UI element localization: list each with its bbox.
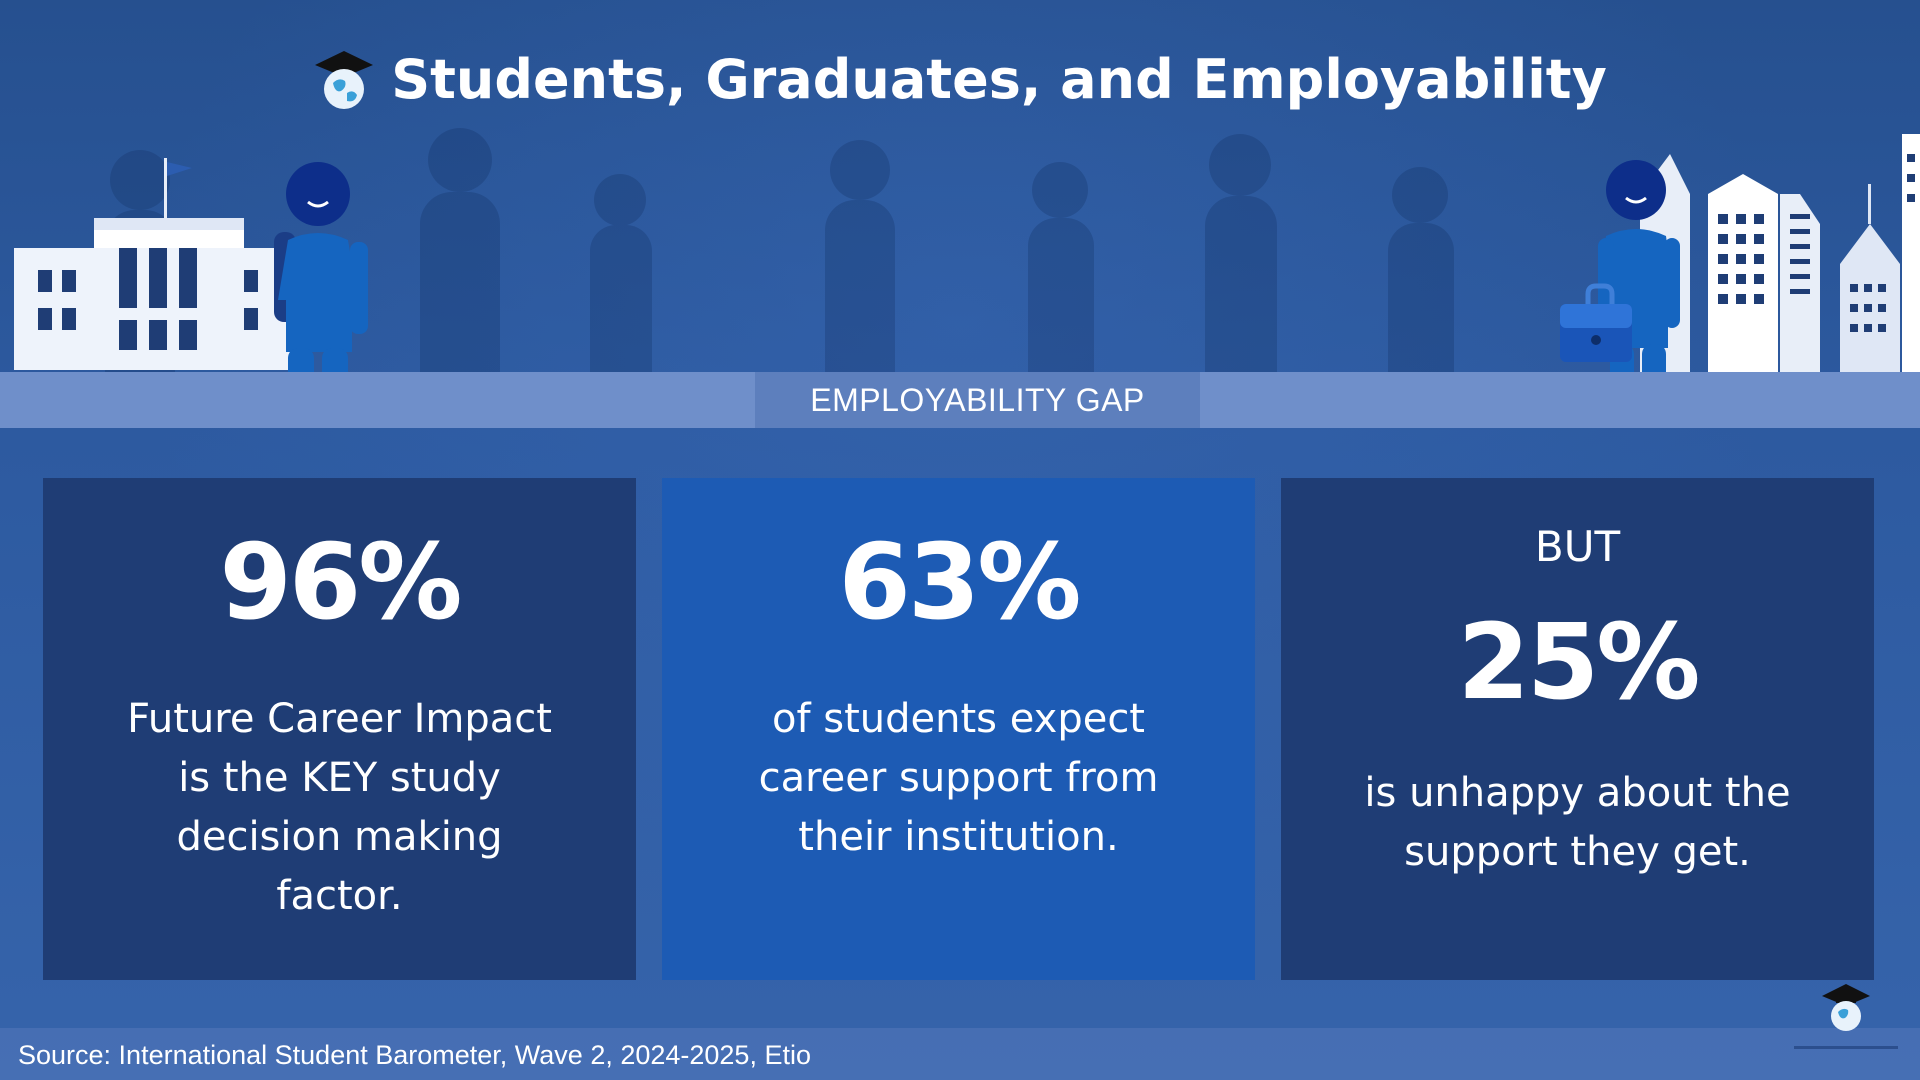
stat-card-career-support: 63% of students expect career support fr… xyxy=(662,478,1255,980)
stat-description-line: of students expect xyxy=(772,696,1145,742)
stat-description: Future Career Impact is the KEY study de… xyxy=(80,690,600,926)
footer-bar xyxy=(0,1028,1920,1080)
stat-card-career-impact: 96% Future Career Impact is the KEY stud… xyxy=(43,478,636,980)
stat-description: of students expect career support from t… xyxy=(699,690,1219,867)
stat-description-line: career support from xyxy=(758,755,1159,801)
source-citation: Source: International Student Barometer,… xyxy=(18,1040,811,1070)
stat-description-line: support they get. xyxy=(1404,829,1751,875)
stat-prefix: BUT xyxy=(1534,522,1621,571)
stat-value: 96% xyxy=(219,521,463,643)
stat-value: 63% xyxy=(838,521,1082,643)
stat-description-line: factor. xyxy=(276,873,403,919)
section-label: EMPLOYABILITY GAP xyxy=(755,372,1200,428)
stat-description-line: decision making xyxy=(176,814,503,860)
stat-card-unhappy: BUT 25% is unhappy about the support the… xyxy=(1281,478,1874,980)
stat-description-line: Future Career Impact xyxy=(127,696,552,742)
stat-description-line: their institution. xyxy=(798,814,1119,860)
stat-value: 25% xyxy=(1457,601,1701,723)
page-title: Students, Graduates, and Employability xyxy=(391,48,1607,111)
stat-description-line: is unhappy about the xyxy=(1364,770,1791,816)
graduation-globe-icon xyxy=(315,50,374,109)
brand-logo-icon xyxy=(1794,984,1898,1049)
header: Students, Graduates, and Employability xyxy=(0,48,1920,111)
student-figure-illustration xyxy=(274,162,368,422)
university-building-illustration xyxy=(14,158,304,370)
stat-description: is unhappy about the support they get. xyxy=(1308,764,1848,882)
stat-description-line: is the KEY study xyxy=(178,755,501,801)
